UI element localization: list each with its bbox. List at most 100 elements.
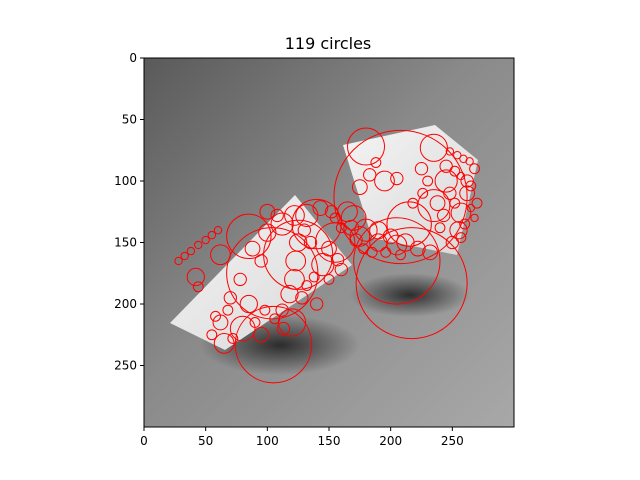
circle-111 [370,157,382,168]
circle-117 [329,212,341,224]
circle-115 [407,197,419,209]
circle-84 [456,171,466,181]
circle-30 [453,150,462,160]
x-tick-label: 100 [256,434,279,448]
circle-81 [449,197,461,209]
circle-4 [353,217,441,305]
circle-99 [297,223,312,237]
circle-59 [310,297,324,311]
circle-21 [459,185,476,202]
circle-6 [226,213,272,260]
circle-116 [335,222,347,234]
circle-91 [233,272,247,287]
circle-64 [354,218,378,242]
circle-112 [414,162,429,176]
circle-66 [382,228,399,245]
circle-114 [417,187,429,199]
circle-75 [380,246,392,258]
circle-101 [295,291,309,305]
circle-98 [270,208,284,223]
circle-58 [334,262,349,277]
chart-title: 119 circles [285,34,372,53]
circle-53 [284,269,305,290]
x-tick-label: 200 [379,434,402,448]
y-tick-label: 150 [114,236,137,250]
circle-85 [465,180,477,192]
circle-61 [276,321,291,336]
circle-103 [308,271,320,283]
circle-106 [269,313,281,325]
circle-9 [386,201,432,247]
x-tick-label: 0 [140,434,148,448]
circle-69 [422,244,439,261]
circle-102 [301,280,313,291]
circle-77 [429,195,446,212]
y-tick-label: 200 [114,297,137,311]
dice-photo [144,58,514,427]
circle-22 [450,202,472,224]
circle-25 [460,174,474,188]
circle-109 [351,179,368,196]
circle-71 [343,219,360,236]
circle-37 [201,235,210,245]
circle-78 [437,208,451,223]
circle-7 [347,127,385,166]
circle-94 [210,310,221,322]
circle-96 [227,333,239,344]
circle-88 [455,232,467,244]
circle-19 [386,234,408,256]
y-tick-label: 100 [114,174,137,188]
circle-108 [249,317,261,328]
circle-8 [419,133,448,162]
circle-49 [312,200,329,216]
circle-1 [355,227,468,340]
circle-93 [222,304,234,316]
circle-110 [363,168,377,182]
circle-105 [275,303,289,317]
circle-60 [253,326,270,343]
circle-89 [244,240,261,257]
circle-76 [395,249,406,261]
circle-52 [285,250,307,272]
circle-87 [459,218,471,230]
circle-97 [259,203,276,220]
circle-95 [206,329,218,341]
y-tick-label: 50 [122,113,137,127]
circle-36 [194,240,203,250]
circle-90 [254,254,268,268]
y-tick-label: 0 [129,51,137,65]
circle-10 [417,189,451,223]
x-tick-label: 50 [198,434,213,448]
circle-46 [270,212,294,236]
circle-35 [186,246,196,256]
circle-38 [207,230,217,240]
circle-74 [366,246,378,258]
circle-23 [449,221,468,240]
circle-72 [349,233,363,247]
circle-62 [374,170,395,192]
circle-20 [434,169,458,193]
circle-3 [234,305,313,384]
circle-113 [422,175,434,187]
circle-34 [180,251,189,261]
circle-29 [445,147,455,156]
circle-107 [259,304,271,316]
circle-16 [340,205,367,231]
x-axis: 0 50 100 150 200 250 [140,427,464,448]
circle-27 [471,197,483,209]
y-axis: 0 50 100 150 200 250 [114,51,144,373]
circle-40 [186,267,205,287]
circle-100 [303,235,318,250]
circle-12 [291,198,342,250]
circle-104 [323,273,335,285]
circle-26 [469,163,480,175]
detected-circles [174,127,483,384]
circle-44 [239,294,258,314]
x-tick-label: 250 [441,434,464,448]
circle-0 [333,129,468,265]
circle-33 [174,256,183,266]
circle-82 [439,159,453,173]
circle-79 [434,222,446,234]
circle-92 [223,291,237,305]
